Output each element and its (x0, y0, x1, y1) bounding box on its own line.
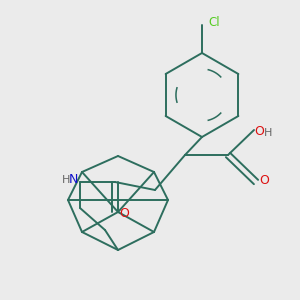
Text: O: O (119, 207, 129, 220)
Text: N: N (69, 173, 78, 186)
Text: Cl: Cl (208, 16, 220, 28)
Text: H: H (61, 175, 70, 184)
Text: O: O (254, 125, 264, 138)
Text: O: O (260, 174, 269, 187)
Text: H: H (264, 128, 273, 138)
